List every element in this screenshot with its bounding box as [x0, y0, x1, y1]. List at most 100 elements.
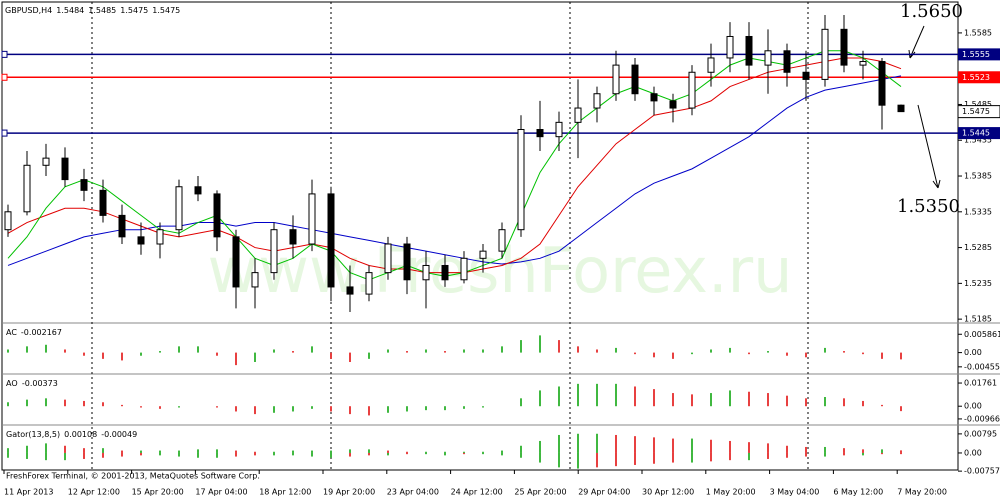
layer: 1.5585 1.5485 1.5435 1.5385 1.5335 1.5285 1.52… [1, 6, 1000, 497]
panel-name: Gator(13,8,5) [6, 430, 60, 439]
level-label: 1.5555 [962, 50, 990, 59]
candle-body [707, 57, 715, 73]
panel-value: -0.002167 [21, 328, 62, 337]
candle-body [517, 129, 525, 231]
candle-body [384, 243, 392, 274]
current-price: 1.5475 [962, 107, 990, 116]
title-part: GBPUSD,H4 [5, 6, 52, 15]
candle-body [574, 107, 582, 123]
panel-name: AO [6, 379, 18, 388]
y-tick-label: 1.5385 [964, 172, 992, 181]
candle-body [764, 50, 772, 66]
candle-body [118, 214, 126, 238]
level-label-box [958, 71, 1000, 84]
y-tick-label: -0.00966 [964, 414, 1000, 423]
x-tick-label: 1 May 20:00 [706, 488, 756, 497]
level-box [1, 129, 8, 137]
candle-body [650, 93, 658, 102]
candle-body [555, 121, 563, 138]
x-tick-label: 30 Apr 12:00 [642, 488, 694, 497]
y-tick-label: 1.5185 [964, 315, 992, 324]
level-box [1, 73, 8, 81]
candle-body [669, 100, 677, 109]
candle-body [175, 186, 183, 231]
x-tick-label: 6 May 12:00 [833, 488, 883, 497]
x-tick-label: 11 Apr 2013 [4, 488, 53, 497]
y-tick-label: 1.5485 [964, 100, 992, 109]
y-tick-label: 1.5435 [964, 136, 992, 145]
candle-body [593, 93, 601, 109]
candle-body [270, 229, 278, 274]
day-separators [91, 2, 809, 470]
candle-body [897, 104, 905, 113]
candle-body [42, 157, 50, 166]
footer: FreshForex Terminal, © 2001-2013, MetaQu… [6, 472, 260, 481]
title-part: 1.5475 [152, 6, 180, 15]
candle-body [308, 193, 316, 245]
y-tick-label: 0.00 [964, 348, 982, 357]
y-tick-label: -0.00757 [964, 467, 1000, 476]
candle-body [194, 186, 202, 195]
candle-body [745, 35, 753, 66]
candle-body [61, 157, 69, 181]
candle-body [783, 50, 791, 73]
y-tick-label: 0.00 [964, 448, 982, 457]
chart-title: GBPUSD,H4 1.5484 1.5485 1.5475 1.5475 [5, 6, 180, 15]
y-tick-label: 1.5285 [964, 243, 992, 252]
candle-body [365, 272, 373, 295]
title-part: 1.5484 [56, 6, 84, 15]
candle-body [213, 193, 221, 238]
level-label-box [958, 127, 1000, 140]
candle-body [156, 229, 164, 245]
candle-body [612, 64, 620, 95]
y-tick-label: -0.00455 [964, 362, 1000, 371]
annotation: 1.5350 [897, 196, 960, 217]
arrow [917, 104, 941, 189]
level-label: 1.5523 [962, 73, 990, 82]
candle-body [688, 71, 696, 109]
level-box [1, 50, 8, 58]
y-tick-label: 0.005861 [964, 330, 1000, 339]
x-tick-label: 29 Apr 04:00 [578, 488, 630, 497]
title-part: 1.5475 [120, 6, 148, 15]
candle-body [99, 189, 107, 216]
candle-body [251, 272, 259, 288]
x-tick-label: 25 Apr 20:00 [514, 488, 566, 497]
title-part: 1.5485 [88, 6, 116, 15]
candle-body [4, 211, 12, 231]
panel-value: -0.00049 [101, 430, 137, 439]
candle-body [137, 236, 145, 245]
panel-title: AC -0.002167 [6, 328, 62, 337]
price-box [957, 105, 1000, 119]
candle-body [441, 264, 449, 281]
candle-body [460, 257, 468, 281]
candle-body [498, 229, 506, 252]
candle-body [802, 71, 810, 80]
y-tick-label: 1.5235 [964, 279, 992, 288]
candle-body [536, 129, 544, 138]
candle-body [878, 61, 886, 106]
separators [2, 322, 1000, 426]
candle-body [859, 61, 867, 66]
panel-title: Gator(13,8,5) 0.00108 -0.00049 [6, 430, 137, 439]
candle-body [346, 286, 354, 295]
y-tick-label: 1.5585 [964, 28, 992, 37]
panel-name: AC [6, 328, 17, 337]
candle-body [631, 64, 639, 95]
plot-frame [1, 1, 959, 471]
level-label: 1.5445 [962, 129, 990, 138]
x-tick-label: 7 May 20:00 [897, 488, 947, 497]
candle-body [840, 28, 848, 66]
x-tick-label: 17 Apr 04:00 [195, 488, 247, 497]
annotation-arrows [908, 25, 941, 189]
candle-body [232, 236, 240, 288]
candle-body [821, 28, 829, 80]
y-tick-label: 0.00795 [964, 429, 997, 438]
level-label-box [958, 48, 1000, 61]
candle-body [327, 193, 335, 288]
x-tick-label: 3 May 04:00 [770, 488, 820, 497]
y-tick-label: 1.5335 [964, 207, 992, 216]
annotation: 1.5650 [900, 1, 963, 22]
